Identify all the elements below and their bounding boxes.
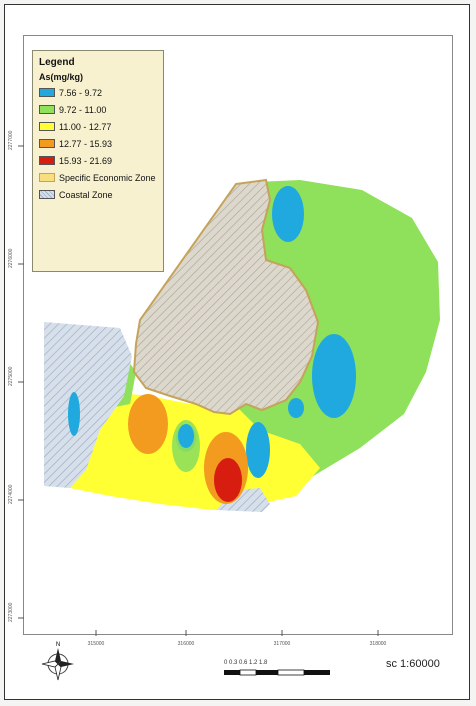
zone-blue-6	[68, 392, 80, 436]
scale-ticks: 0 0.3 0.6 1.2 1.8	[224, 660, 268, 666]
legend-item: 12.77 - 15.93	[39, 135, 157, 152]
x-tick-labels: 315000 316000 317000 318000	[88, 641, 387, 647]
legend-item: Coastal Zone	[39, 186, 157, 203]
legend-title: Legend	[39, 57, 75, 68]
x-tick-2: 317000	[274, 641, 291, 647]
zone-blue-4b	[178, 424, 194, 448]
scale-ratio: sc 1:60000	[386, 658, 440, 670]
zone-red	[214, 458, 242, 502]
specific-economic-zone	[132, 178, 320, 416]
legend-item: Specific Economic Zone	[39, 169, 157, 186]
legend-swatch	[39, 139, 55, 148]
y-tick-3: 2274000	[8, 484, 14, 504]
x-tick-1: 316000	[178, 641, 195, 647]
legend-label: 11.00 - 12.77	[59, 121, 112, 132]
zone-blue-5	[288, 398, 304, 418]
legend-swatch	[39, 156, 55, 165]
x-tick-0: 315000	[88, 641, 105, 647]
legend-label: Coastal Zone	[59, 189, 113, 200]
y-tick-1: 2276000	[8, 248, 14, 268]
zone-blue-3	[246, 422, 270, 478]
legend-swatch	[39, 122, 55, 131]
legend-item: 9.72 - 11.00	[39, 101, 157, 118]
axis-ticks	[18, 145, 379, 636]
north-label: N	[56, 642, 60, 648]
zone-blue-1	[272, 186, 304, 242]
zone-orange-1	[128, 394, 168, 454]
y-tick-2: 2275000	[8, 366, 14, 386]
legend-swatch	[39, 173, 55, 182]
zone-blue-2	[312, 334, 356, 418]
coastal-zone-bottom	[216, 488, 270, 512]
scale-bar: 0 0.3 0.6 1.2 1.8	[224, 660, 330, 676]
map-legend: Legend As(mg/kg) 7.56 - 9.72 9.72 - 11.0…	[32, 50, 164, 272]
legend-item: 11.00 - 12.77	[39, 118, 157, 135]
legend-subtitle: As(mg/kg)	[39, 72, 84, 82]
legend-label: 9.72 - 11.00	[59, 104, 107, 115]
north-arrow-icon: N	[41, 642, 74, 681]
legend-label: 15.93 - 21.69	[59, 155, 113, 166]
legend-swatch	[39, 88, 55, 97]
y-tick-0: 2277000	[8, 130, 14, 150]
coastal-zone-left	[44, 322, 132, 488]
y-tick-labels: 2277000 2276000 2275000 2274000 2273000	[8, 130, 14, 622]
legend-label: 12.77 - 15.93	[59, 138, 113, 149]
legend-label: Specific Economic Zone	[59, 172, 156, 183]
legend-swatch	[39, 190, 55, 199]
y-tick-4: 2273000	[8, 602, 14, 622]
legend-swatch	[39, 105, 55, 114]
zone-green	[220, 180, 440, 488]
legend-item: 15.93 - 21.69	[39, 152, 157, 169]
legend-item: 7.56 - 9.72	[39, 84, 157, 101]
legend-label: 7.56 - 9.72	[59, 87, 103, 98]
x-tick-3: 318000	[370, 641, 387, 647]
